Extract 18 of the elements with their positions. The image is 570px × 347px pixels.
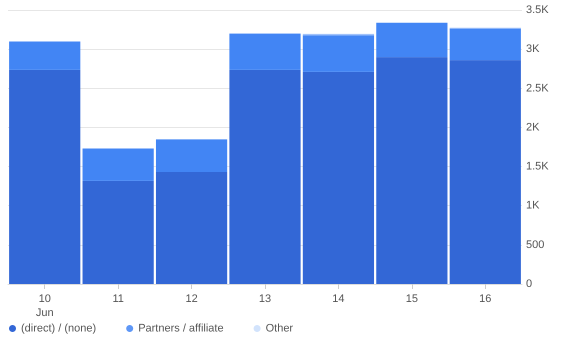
- y-tick-label: 0: [526, 278, 532, 290]
- y-tick-label: 3.5K: [526, 4, 550, 16]
- x-tick-label: 12: [185, 293, 198, 305]
- x-tick-label: 13: [258, 293, 272, 305]
- y-tick-label: 1K: [526, 200, 540, 212]
- y-tick-label: 1.5K: [526, 160, 550, 173]
- y-tick-label: 2.5K: [526, 82, 550, 94]
- x-tick-label: 14: [332, 293, 345, 305]
- x-tick-label: 15: [406, 293, 418, 305]
- x-tick-label: 10 Jun: [36, 293, 54, 319]
- x-tick-label: 11: [112, 293, 124, 305]
- legend-label: (direct) / (none): [21, 322, 96, 334]
- legend-label: Partners / affiliate: [138, 322, 224, 334]
- legend-label: Other: [266, 322, 294, 334]
- y-tick-label: 2K: [526, 121, 540, 134]
- y-tick-label: 3K: [526, 43, 540, 56]
- y-tick-label: 500: [526, 238, 544, 251]
- x-tick-label: 16: [479, 293, 492, 305]
